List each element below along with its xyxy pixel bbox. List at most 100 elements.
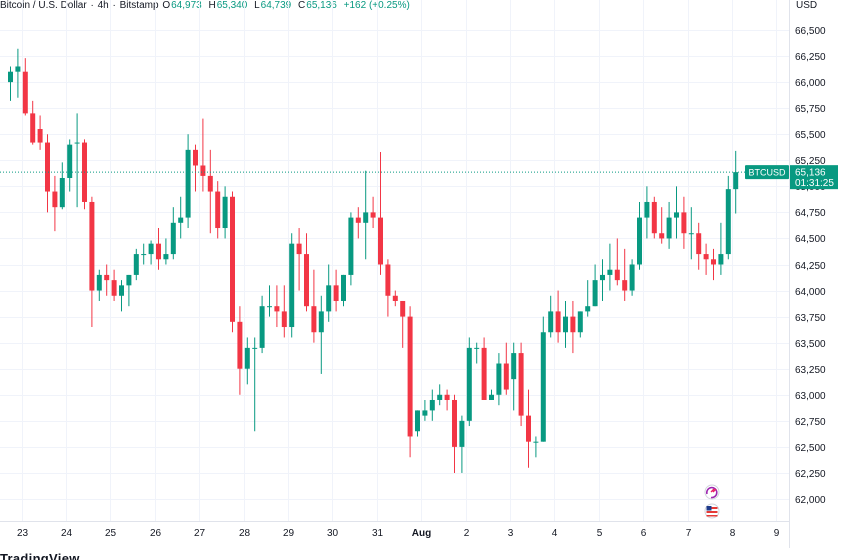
low-value: 64,739 (260, 0, 292, 11)
candle-body (415, 410, 420, 432)
candle-body (126, 274, 132, 286)
candle-body (452, 399, 457, 447)
x-tick-label: 27 (194, 528, 206, 539)
grid (0, 0, 789, 521)
y-tick-label: 66,500 (795, 26, 826, 37)
candle-body (348, 217, 354, 275)
candle-body (8, 71, 13, 83)
price-axis[interactable]: 62,000 62,250 62,500 62,750 63,000 63,250 63,5… (795, 26, 826, 506)
candle-body (296, 243, 302, 255)
candle-body (96, 274, 102, 291)
symbol-tag (745, 165, 789, 180)
candle-body (267, 306, 272, 308)
x-tick-label: 31 (372, 528, 384, 539)
candle-body (666, 217, 672, 239)
y-tick-label: 62,750 (795, 417, 826, 428)
candle-body (733, 172, 739, 190)
time-axis[interactable]: 23 24 25 26 27 28 29 30 31 Aug 2 3 4 5 6 7 8 9 (17, 528, 780, 539)
x-tick-label: 5 (597, 528, 603, 539)
x-tick-label: Aug (412, 528, 431, 539)
candle-body (259, 306, 265, 348)
candle-body (244, 347, 250, 369)
candle-body (607, 269, 613, 275)
y-tick-label: 65,500 (795, 130, 826, 141)
candle-body (200, 165, 206, 176)
footer: TradingView (0, 548, 850, 560)
candle-body (185, 149, 191, 218)
candle-body (570, 316, 576, 333)
candle-body (326, 285, 332, 312)
symbol-header: Bitcoin / U.S. Dollar · 4h · Bitstamp O6… (0, 0, 700, 14)
y-tick-label: 66,000 (795, 78, 826, 89)
candle-body (585, 306, 591, 312)
candle-body (170, 222, 176, 255)
candle-body (22, 71, 28, 114)
currency-label[interactable]: USD (796, 0, 818, 11)
y-tick-label: 64,750 (795, 208, 826, 219)
candle-body (230, 196, 235, 322)
high-value: 65,340 (216, 0, 248, 11)
candle-body (600, 274, 605, 281)
separator: · (90, 0, 94, 11)
x-tick-label: 25 (105, 528, 117, 539)
candles (8, 48, 739, 473)
candle-body (281, 311, 287, 328)
candle-body (111, 280, 117, 296)
x-tick-label: 29 (283, 528, 295, 539)
x-tick-label: 2 (464, 528, 470, 539)
candle-body (74, 142, 80, 144)
candle-body (45, 142, 50, 192)
candle-body (548, 311, 554, 333)
candle-body (681, 212, 687, 234)
candle-body (429, 399, 435, 411)
separator: · (112, 0, 116, 11)
candle-body (237, 321, 243, 369)
candle-body (592, 280, 598, 307)
candle-body (193, 149, 198, 166)
candle-body (459, 420, 465, 447)
candle-body (370, 212, 376, 218)
replay-icon-arc (706, 486, 718, 499)
candle-body (466, 347, 472, 421)
candle-body (503, 363, 509, 390)
y-tick-label: 64,250 (795, 261, 826, 272)
open-label: O (162, 0, 171, 11)
price-tag (790, 165, 838, 190)
candle-body (289, 243, 295, 328)
tradingview-brand: TradingView (0, 551, 80, 560)
candle-body (711, 259, 716, 265)
x-tick-label: 28 (239, 528, 251, 539)
flag-stripe (706, 511, 718, 513)
interval[interactable]: 4h (97, 0, 109, 11)
countdown-timer: 01:31:25 (795, 178, 834, 189)
candle-body (156, 243, 161, 260)
candle-body (104, 274, 110, 281)
y-tick-label: 63,000 (795, 391, 826, 402)
y-tick-label: 65,750 (795, 104, 826, 115)
x-tick-label: 26 (150, 528, 162, 539)
symbol-name[interactable]: Bitcoin / U.S. Dollar (0, 0, 87, 11)
candle-body (563, 316, 568, 333)
candle-body (318, 311, 324, 333)
y-tick-label: 62,000 (795, 495, 826, 506)
candle-body (207, 175, 213, 192)
candle-body (333, 285, 339, 301)
y-tick-label: 63,250 (795, 365, 826, 376)
candle-body (444, 394, 450, 400)
candle-body (555, 311, 561, 333)
candle-body (474, 347, 480, 349)
candle-body (215, 191, 221, 229)
candle-body (37, 129, 43, 143)
candle-body (378, 217, 383, 265)
y-tick-label: 63,500 (795, 339, 826, 350)
candle-body (674, 212, 679, 218)
candle-body (637, 217, 642, 265)
candlestick-chart[interactable]: 62,000 62,250 62,500 62,750 63,000 63,250 63,5… (0, 0, 850, 548)
candle-body (489, 394, 494, 400)
y-tick-label: 66,250 (795, 52, 826, 63)
candle-body (422, 410, 428, 416)
candle-body (400, 300, 406, 317)
candle-body (141, 254, 147, 256)
y-tick-label: 63,750 (795, 313, 826, 324)
x-tick-label: 24 (61, 528, 73, 539)
